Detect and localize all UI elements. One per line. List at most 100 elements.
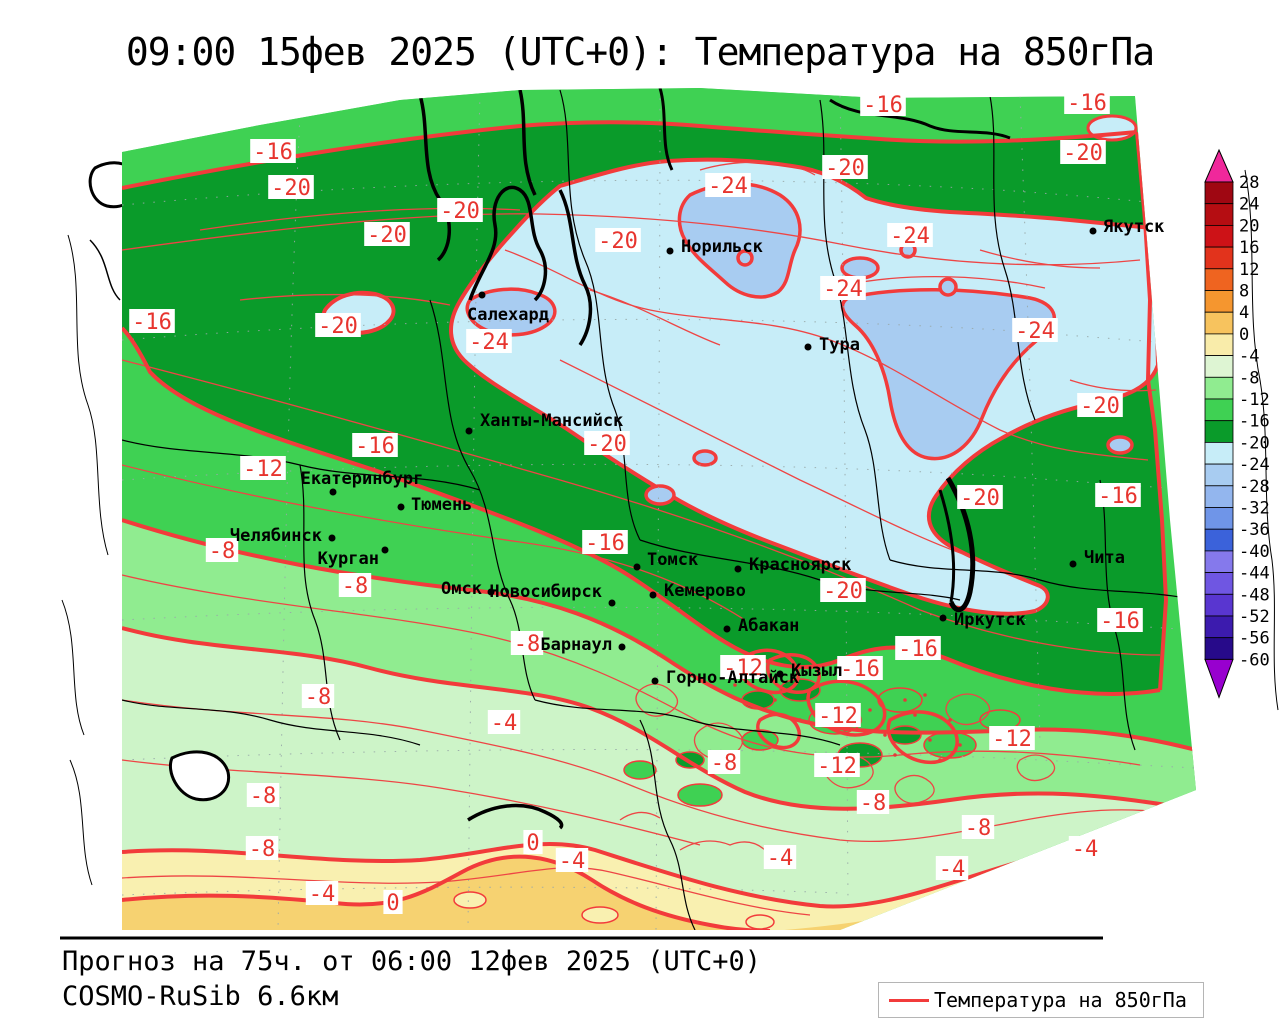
svg-text:-20: -20 <box>587 432 627 457</box>
contour-label: -4 <box>305 881 339 907</box>
city-label: Тюмень <box>411 495 472 515</box>
colorbar-tick-label: -40 <box>1239 542 1270 562</box>
svg-text:-20: -20 <box>823 579 863 604</box>
svg-text:-16: -16 <box>355 434 395 459</box>
contour-label: 0 <box>383 890 403 916</box>
legend-line-sample <box>889 998 929 1002</box>
city-label: Новосибирск <box>489 582 602 602</box>
colorbar-cell <box>1204 507 1234 530</box>
city-dot-icon <box>776 670 784 678</box>
svg-text:-12: -12 <box>992 727 1032 752</box>
temperature-field <box>122 88 1196 930</box>
svg-text:0: 0 <box>526 831 539 856</box>
city-dot-icon <box>723 625 731 633</box>
colorbar-tick-label: -52 <box>1239 607 1270 627</box>
contour-label: -20 <box>595 228 641 254</box>
colorbar-cell <box>1204 181 1234 205</box>
legend-label: Температура на 850гПа <box>934 988 1187 1012</box>
city-label: Якутск <box>1103 217 1164 237</box>
contour-label: -12 <box>989 726 1035 752</box>
colorbar-tick-label: -12 <box>1239 390 1270 410</box>
city-label: Салехард <box>467 305 549 325</box>
city-dot-icon <box>804 343 812 351</box>
colorbar-tick-label: 28 <box>1239 173 1259 193</box>
colorbar-arrow-up-icon <box>1204 148 1234 183</box>
colorbar-cell <box>1204 333 1234 356</box>
city-dot-icon <box>397 503 405 511</box>
contour-label: -4 <box>1068 836 1102 862</box>
main-contours <box>122 120 1196 930</box>
contour-label: -20 <box>820 578 866 604</box>
contour-label: -8 <box>301 684 335 710</box>
contour-label: -24 <box>820 276 866 302</box>
contour-label: -8 <box>961 815 995 841</box>
city-marker: Якутск <box>1089 217 1164 237</box>
contour-label: -8 <box>338 573 372 599</box>
city-dot-icon <box>328 534 336 542</box>
contour-label: -4 <box>935 856 969 882</box>
contour-label: -16 <box>1097 608 1143 634</box>
city-marker: Екатеринбург <box>301 469 424 496</box>
svg-text:-8: -8 <box>965 816 992 841</box>
colorbar-tick-label: -24 <box>1239 455 1270 475</box>
colorbar-arrow-down-icon <box>1204 658 1234 699</box>
svg-text:-12: -12 <box>817 754 857 779</box>
contour-label: -12 <box>815 703 861 729</box>
city-label: Омск <box>441 579 482 599</box>
svg-text:-4: -4 <box>767 846 794 871</box>
colorbar-tick-label: -36 <box>1239 520 1270 540</box>
city-marker: Ханты-Мансийск <box>465 411 623 435</box>
colorbar-tick-label: -28 <box>1239 477 1270 497</box>
svg-text:-24: -24 <box>890 224 930 249</box>
svg-text:-20: -20 <box>318 314 358 339</box>
colorbar-tick-label: 4 <box>1239 303 1249 323</box>
contour-label: -24 <box>1012 318 1058 344</box>
contour-label: -20 <box>822 155 868 181</box>
contour-label: -16 <box>895 636 941 662</box>
svg-text:-24: -24 <box>1015 319 1055 344</box>
contour-label: -12 <box>720 655 766 681</box>
svg-text:-8: -8 <box>249 837 276 862</box>
colorbar-tick-label: -20 <box>1239 433 1270 453</box>
svg-text:-12: -12 <box>723 656 763 681</box>
city-marker: Курган <box>318 546 389 569</box>
colorbar-tick-label: 16 <box>1239 238 1259 258</box>
city-dot-icon <box>1069 560 1077 568</box>
page-title: 09:00 15фев 2025 (UTC+0): Температура на… <box>125 30 1155 74</box>
city-label: Кызыл <box>791 661 842 681</box>
city-label: Екатеринбург <box>301 469 424 489</box>
svg-text:-16: -16 <box>585 531 625 556</box>
city-marker: Тюмень <box>397 495 472 515</box>
svg-text:-12: -12 <box>243 457 283 482</box>
city-label: Абакан <box>738 616 799 636</box>
contour-label: -12 <box>240 456 286 482</box>
contour-label: -20 <box>437 198 483 224</box>
city-marker: Красноярск <box>734 555 851 575</box>
contour-label: -16 <box>129 309 175 335</box>
contour-label: -8 <box>707 750 741 776</box>
contour-label: -16 <box>837 656 883 682</box>
svg-text:-20: -20 <box>440 199 480 224</box>
colorbar-cell <box>1204 550 1234 574</box>
colorbar: 2824201612840-4-8-12-16-20-24-28-32-36-4… <box>1204 148 1270 699</box>
city-marker: Абакан <box>723 616 799 636</box>
city-dot-icon <box>666 247 674 255</box>
contour-label: -20 <box>957 485 1003 511</box>
model-info: COSMO-RuSib 6.6км <box>62 981 339 1012</box>
city-dot-icon <box>381 546 389 554</box>
svg-text:-16: -16 <box>840 657 880 682</box>
colorbar-tick-label: 12 <box>1239 260 1259 280</box>
svg-text:-20: -20 <box>271 176 311 201</box>
colorbar-tick-label: 20 <box>1239 216 1259 236</box>
svg-text:-16: -16 <box>253 140 293 165</box>
colorbar-cell <box>1204 593 1234 617</box>
city-marker: Томск <box>633 550 698 571</box>
svg-text:-24: -24 <box>708 174 748 199</box>
colorbar-cell <box>1204 355 1234 378</box>
contour-label: -16 <box>250 139 296 165</box>
contour-label: -4 <box>763 845 797 871</box>
city-marker: Челябинск <box>230 526 336 546</box>
colorbar-tick-label: -56 <box>1239 629 1270 649</box>
colorbar-cell <box>1204 485 1234 508</box>
svg-text:-8: -8 <box>342 574 369 599</box>
